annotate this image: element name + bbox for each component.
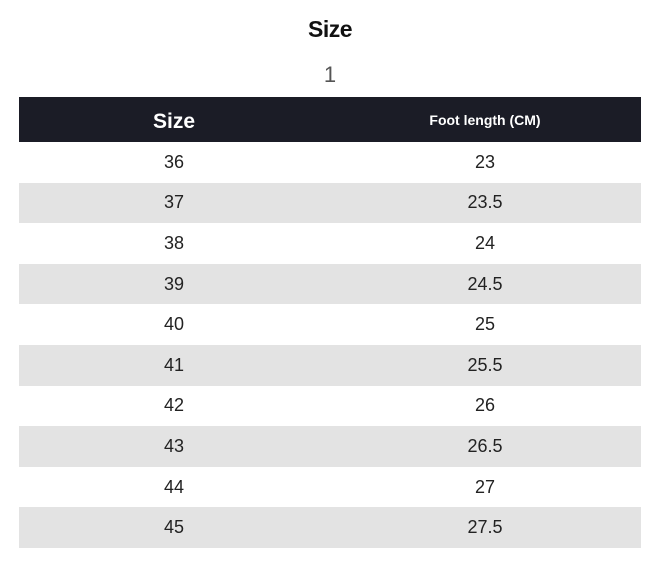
table-row: 45 27.5: [19, 507, 641, 548]
table-row: 36 23: [19, 142, 641, 183]
table-row: 44 27: [19, 467, 641, 508]
cell-size: 42: [163, 395, 185, 416]
header-size: Size: [19, 97, 329, 142]
cell-foot-length: 26.5: [329, 426, 641, 467]
table-row: 37 23.5: [19, 182, 641, 224]
cell-foot-length: 23: [474, 151, 496, 172]
cell-size: 45: [19, 507, 329, 548]
cell-foot-length: 27: [474, 476, 496, 497]
cell-foot-length: 25.5: [329, 344, 641, 386]
table-row: 38 24: [19, 223, 641, 264]
cell-size: 36: [163, 151, 185, 172]
table-row: 41 25.5: [19, 344, 641, 386]
cell-size: 39: [19, 263, 329, 305]
size-table: Size Foot length (CM) 36 23 37 23.5 38 24 39 24…: [19, 97, 641, 548]
cell-foot-length: 23.5: [329, 182, 641, 224]
cell-foot-length: 25: [474, 314, 496, 335]
cell-foot-length: 24: [474, 232, 496, 253]
header-foot-length: Foot length (CM): [329, 97, 641, 142]
page-title: Size: [307, 16, 353, 42]
cell-size: 41: [19, 344, 329, 386]
table-row: 43 26.5: [19, 426, 641, 467]
cell-size: 38: [163, 232, 185, 253]
page-subtitle: 1: [323, 62, 337, 87]
table-header-row: Size Foot length (CM): [19, 97, 641, 142]
cell-size: 44: [163, 476, 185, 497]
table-row: 39 24.5: [19, 263, 641, 305]
table-row: 40 25: [19, 304, 641, 345]
cell-foot-length: 27.5: [329, 507, 641, 548]
cell-size: 40: [163, 314, 185, 335]
table-row: 42 26: [19, 386, 641, 427]
cell-size: 43: [19, 426, 329, 467]
cell-foot-length: 24.5: [329, 263, 641, 305]
cell-size: 37: [19, 182, 329, 224]
cell-foot-length: 26: [474, 395, 496, 416]
